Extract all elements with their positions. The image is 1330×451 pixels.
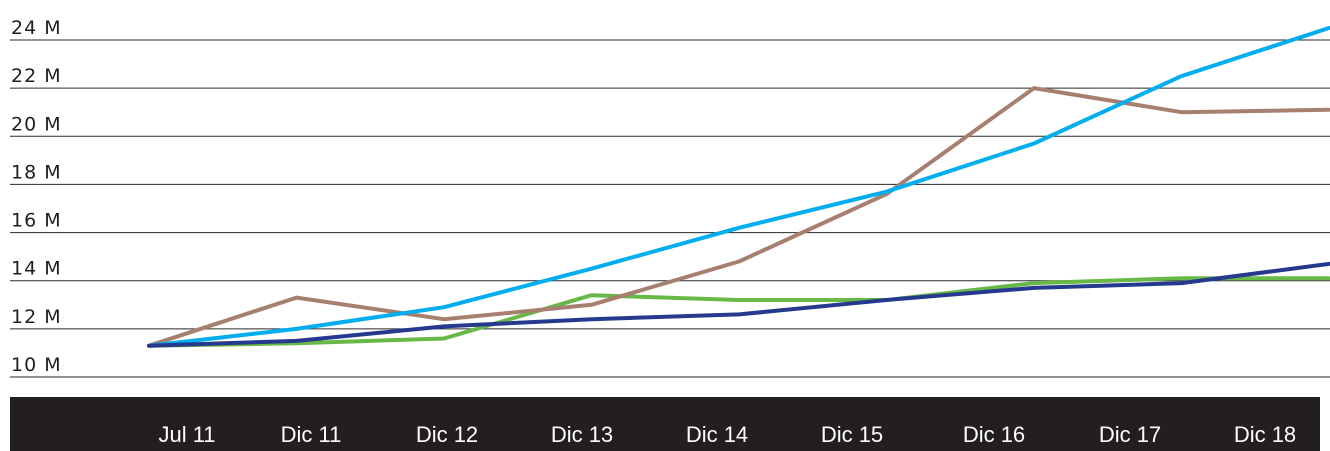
x-axis-tick-label: Dic 18: [1234, 422, 1296, 447]
x-axis-tick-label: Dic 14: [686, 422, 748, 447]
x-axis-tick-label: Dic 17: [1099, 422, 1161, 447]
y-axis-tick-label: 12 M: [11, 306, 62, 328]
x-axis-tick-labels: Jul 11 Dic 11 Dic 12 Dic 13 Dic 14 Dic 15 Dic …: [158, 422, 1296, 447]
y-axis-tick-label: 22 M: [11, 65, 62, 87]
series-layer: [147, 26, 1330, 348]
grid-layer: 24 M 22 M 20 M 18 M 16 M 14 M 12 M 10 M: [10, 17, 1330, 378]
y-axis-tick-label: 18 M: [11, 161, 62, 183]
x-axis-tick-label: Dic 11: [281, 422, 342, 447]
x-axis-tick-label: Dic 12: [416, 422, 478, 447]
series-line-4: [147, 261, 1330, 348]
x-axis-tick-label: Jul 11: [158, 422, 215, 447]
series-line-2: [147, 86, 1330, 348]
series-line-1: [147, 276, 1330, 348]
x-axis-tick-label: Dic 15: [821, 422, 883, 447]
x-axis-band: [10, 397, 1320, 451]
y-axis-tick-label: 24 M: [11, 17, 62, 39]
y-axis-tick-label: 16 M: [11, 210, 62, 232]
series-line-3: [147, 26, 1330, 348]
x-axis-tick-label: Dic 16: [963, 422, 1025, 447]
y-axis-tick-label: 10 M: [11, 354, 62, 376]
y-axis-tick-label: 14 M: [11, 258, 62, 280]
y-axis-tick-label: 20 M: [11, 113, 62, 135]
x-axis-tick-label: Dic 13: [551, 422, 613, 447]
